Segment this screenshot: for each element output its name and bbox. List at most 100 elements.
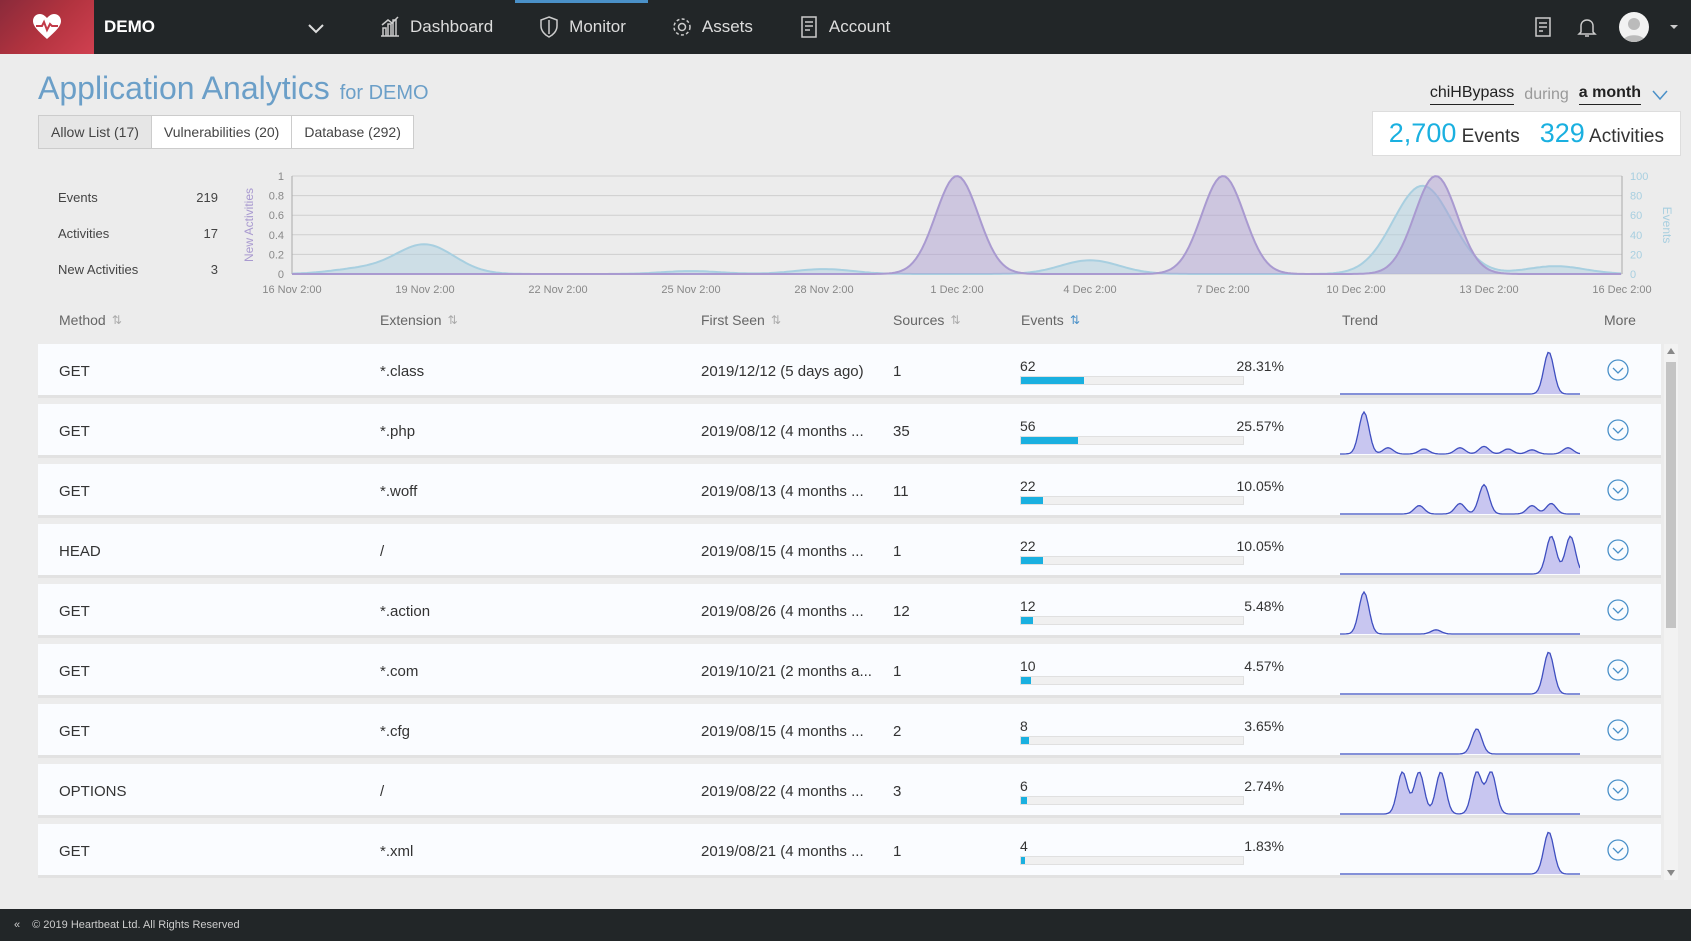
- col-sources[interactable]: Sources ⇅: [893, 312, 960, 328]
- row-sources: 1: [893, 542, 902, 560]
- trend-line: [1340, 728, 1580, 755]
- nav-account[interactable]: Account: [775, 0, 912, 54]
- sort-icon[interactable]: ⇅: [770, 313, 781, 327]
- user-icon: [1623, 18, 1645, 42]
- x-tick-label: 4 Dec 2:00: [1063, 284, 1116, 296]
- expand-row-icon[interactable]: [1606, 658, 1630, 682]
- events-share-fill: [1021, 857, 1026, 864]
- nav-monitor[interactable]: Monitor: [515, 0, 648, 54]
- table-row[interactable]: OPTIONS / 2019/08/22 (4 months ... 3 6 2.74%: [38, 764, 1661, 818]
- tab-database[interactable]: Database (292): [304, 124, 401, 140]
- events-share-fill: [1021, 437, 1078, 444]
- row-extension: /: [380, 782, 385, 800]
- table-row[interactable]: GET *.action 2019/08/26 (4 months ... 12 12 5…: [38, 584, 1661, 638]
- events-share-bar: [1020, 616, 1244, 625]
- expand-row-icon[interactable]: [1606, 538, 1630, 562]
- col-extension[interactable]: Extension ⇅: [380, 312, 458, 328]
- events-share-bar: [1020, 856, 1244, 865]
- list-tabs: Allow List (17) Vulnerabilities (20) Dat…: [38, 115, 414, 149]
- row-events-percent: 25.57%: [1236, 418, 1284, 434]
- trend-area: [1340, 592, 1580, 634]
- trend-sparkline: [1340, 728, 1580, 755]
- events-share-bar: [1020, 496, 1244, 505]
- total-activities-label: Activities: [1589, 126, 1664, 147]
- row-extension: *.cfg: [380, 722, 411, 740]
- table-row[interactable]: GET *.class 2019/12/12 (5 days ago) 1 62 28.3…: [38, 344, 1661, 398]
- totals-card: 2,700 Events 329 Activities: [1371, 111, 1681, 156]
- expand-row-icon[interactable]: [1606, 598, 1630, 622]
- trend-area: [1340, 484, 1580, 514]
- col-trend: Trend: [1342, 312, 1378, 328]
- chevron-down-icon[interactable]: [1651, 89, 1669, 101]
- scroll-up-icon[interactable]: [1667, 348, 1675, 354]
- nav-label: Monitor: [569, 17, 626, 36]
- report-icon[interactable]: [1531, 15, 1555, 39]
- trend-sparkline: [1340, 351, 1580, 395]
- y-left-tick-label: 0.4: [269, 230, 284, 242]
- expand-row-icon[interactable]: [1606, 718, 1630, 742]
- nav-label: Account: [828, 17, 891, 36]
- scrollbar[interactable]: [1664, 344, 1678, 880]
- expand-row-icon[interactable]: [1606, 778, 1630, 802]
- y-left-tick-label: 1: [278, 171, 284, 183]
- trend-sparkline: [1340, 590, 1580, 635]
- row-method: HEAD: [59, 542, 101, 560]
- row-extension: *.action: [380, 602, 431, 620]
- sort-icon[interactable]: ⇅: [950, 313, 961, 327]
- nav-dashboard[interactable]: Dashboard: [356, 0, 515, 54]
- col-first-seen[interactable]: First Seen ⇅: [701, 312, 781, 328]
- caret-down-icon[interactable]: [1669, 23, 1679, 31]
- during-label: during: [1524, 85, 1569, 103]
- period-selector[interactable]: a month: [1578, 84, 1641, 105]
- scroll-thumb[interactable]: [1666, 362, 1676, 628]
- summary-row: New Activities 3: [58, 262, 218, 298]
- scroll-down-icon[interactable]: [1667, 870, 1675, 876]
- col-events[interactable]: Events ⇅: [1021, 312, 1080, 328]
- sort-icon[interactable]: ⇅: [111, 313, 122, 327]
- top-right-controls: [1531, 0, 1691, 54]
- tab-vulnerabilities[interactable]: Vulnerabilities (20): [152, 116, 293, 148]
- table-row[interactable]: GET *.com 2019/10/21 (2 months a... 1 10 4.57…: [38, 644, 1661, 698]
- expand-row-icon[interactable]: [1606, 478, 1630, 502]
- collapse-icon[interactable]: «: [14, 919, 21, 931]
- col-more-label: More: [1604, 312, 1636, 328]
- expand-row-icon[interactable]: [1606, 838, 1630, 862]
- trend-area: [1340, 832, 1580, 874]
- events-share-bar: [1020, 736, 1244, 745]
- shield-icon: [540, 16, 558, 38]
- copyright-text: © 2019 Heartbeat Ltd. All Rights Reserve…: [32, 919, 240, 931]
- y-right-tick-label: 40: [1630, 230, 1642, 242]
- total-events-label: Events: [1461, 126, 1520, 147]
- col-method[interactable]: Method ⇅: [59, 312, 122, 328]
- footer: « © 2019 Heartbeat Ltd. All Rights Reser…: [0, 909, 1691, 941]
- expand-row-icon[interactable]: [1606, 418, 1630, 442]
- bell-icon[interactable]: [1575, 15, 1599, 39]
- table-row[interactable]: GET *.cfg 2019/08/15 (4 months ... 2 8 3.65%: [38, 704, 1661, 758]
- row-first-seen: 2019/12/12 (5 days ago): [701, 362, 864, 380]
- summary-value: 219: [196, 190, 218, 205]
- trend-area: [1340, 536, 1580, 574]
- row-events: 4: [1020, 838, 1028, 854]
- app-logo[interactable]: [0, 0, 94, 54]
- trend-line: [1340, 351, 1580, 395]
- avatar[interactable]: [1619, 12, 1649, 42]
- table-row[interactable]: GET *.php 2019/08/12 (4 months ... 35 56 25.5…: [38, 404, 1661, 458]
- tab-allow-list[interactable]: Allow List (17): [39, 116, 152, 148]
- col-events-label: Events: [1021, 312, 1064, 328]
- nav-assets[interactable]: Assets: [648, 0, 775, 54]
- events-share-bar: [1020, 796, 1244, 805]
- brand-name: DEMO: [104, 17, 155, 36]
- sort-active-icon[interactable]: ⇅: [1069, 313, 1080, 327]
- row-first-seen: 2019/08/15 (4 months ...: [701, 542, 864, 560]
- table-row[interactable]: GET *.xml 2019/08/21 (4 months ... 1 4 1.83%: [38, 824, 1661, 878]
- table-row[interactable]: HEAD / 2019/08/15 (4 months ... 1 22 10.05%: [38, 524, 1661, 578]
- trend-area: [1340, 729, 1580, 754]
- row-extension: *.class: [380, 362, 425, 380]
- expand-row-icon[interactable]: [1606, 358, 1630, 382]
- app-selector[interactable]: chiHBypass: [1429, 84, 1515, 105]
- row-first-seen: 2019/08/21 (4 months ...: [701, 842, 864, 860]
- row-method: GET: [59, 662, 90, 680]
- chevron-down-icon[interactable]: [306, 20, 326, 36]
- table-row[interactable]: GET *.woff 2019/08/13 (4 months ... 11 22 10.…: [38, 464, 1661, 518]
- sort-icon[interactable]: ⇅: [447, 313, 458, 327]
